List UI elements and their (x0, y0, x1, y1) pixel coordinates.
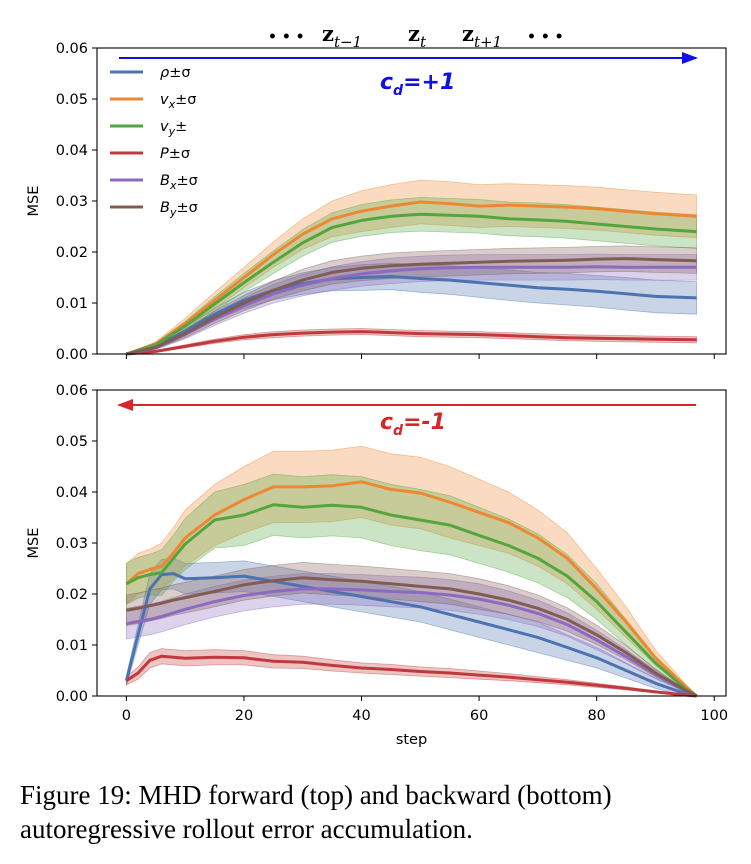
z-cur: zt (408, 21, 427, 51)
legend: ρ±σvx±σvy±P±σBx±σBy±σ (110, 65, 198, 219)
legend-suffix: ±σ (175, 92, 196, 108)
legend-entry-vy: vy± (160, 119, 187, 138)
z-prev: zt−1 (322, 21, 362, 51)
ytick-label: 0.01 (56, 296, 88, 312)
direction-label-sub: d (393, 83, 404, 99)
xtick-label: 20 (235, 708, 253, 724)
line-backward-Bx (126, 587, 698, 698)
legend-main: v (160, 119, 169, 135)
legend-entry-P: P±σ (160, 146, 190, 162)
legend-main: v (160, 92, 169, 108)
line-backward-rho (124, 572, 697, 698)
ytick-label: 0.02 (56, 245, 88, 261)
legend-sub: y (168, 125, 176, 138)
direction-arrow-head (117, 399, 133, 411)
ytick-label: 0.02 (56, 587, 88, 603)
line-forward-vx (125, 200, 697, 356)
line-backward-P (125, 654, 697, 698)
line-backward-By (126, 576, 698, 698)
legend-main: B (160, 200, 170, 216)
sequence-label: • • • zt−1 zt zt+1 • • • (268, 21, 564, 51)
legend-entry-Bx: Bx±σ (160, 173, 198, 192)
line-forward-rho (126, 275, 697, 356)
xtick-label: 80 (587, 708, 605, 724)
line-forward-Bx (126, 265, 697, 356)
ytick-label: 0.06 (56, 383, 88, 399)
direction-label-main: c (380, 410, 393, 435)
direction-label-forward: cd=+1 (380, 70, 455, 99)
legend-suffix: ±σ (176, 200, 197, 216)
ytick-label: 0.03 (56, 194, 88, 210)
ylabel-backward: MSE (26, 528, 42, 559)
legend-entry-vx: vx±σ (160, 92, 196, 111)
legend-sub: x (169, 179, 177, 192)
legend-suffix: ±σ (176, 173, 197, 189)
legend-main: ρ (160, 65, 170, 81)
ytick-label: 0.01 (56, 638, 88, 654)
dots-right: • • • (527, 29, 564, 45)
legend-sub: x (168, 98, 176, 111)
xlabel-backward: step (396, 732, 427, 748)
z-next-sub: t+1 (474, 33, 502, 51)
legend-entry-rho: ρ±σ (160, 65, 191, 81)
ytick-label: 0.00 (56, 347, 88, 363)
ytick-label: 0.03 (56, 536, 88, 552)
dots-left: • • • (268, 29, 305, 45)
figure-caption: Figure 19: MHD forward (top) and backwar… (20, 780, 612, 844)
z-prev-main: z (322, 21, 334, 46)
line-backward-vx (125, 480, 698, 698)
xtick-label: 60 (470, 708, 488, 724)
line-backward-vy (125, 503, 698, 698)
direction-label-backward: cd=-1 (380, 410, 446, 439)
z-next: zt+1 (462, 21, 502, 51)
direction-label-main: c (380, 70, 393, 95)
forward-panel: 0.000.010.020.030.040.050.06MSEcd=+1ρ±σv… (26, 41, 727, 363)
direction-arrow-head (682, 52, 698, 64)
legend-entry-By: By±σ (160, 200, 198, 219)
backward-panel: 0.00 0.01 0.02 0.03 0.04 0.05 0.06 0 20 40 60 80 100… (26, 383, 728, 748)
xtick-label: 40 (352, 708, 370, 724)
line-forward-vy (125, 212, 697, 356)
ytick-label: 0.04 (56, 485, 88, 501)
xtick-label: 100 (700, 708, 728, 724)
figure: • • • zt−1 zt zt+1 • • • 0.000.010.020.0… (26, 21, 728, 748)
z-next-main: z (462, 21, 474, 46)
z-prev-sub: t−1 (334, 33, 362, 51)
ylabel-forward: MSE (26, 186, 42, 217)
ytick-label: 0.00 (56, 689, 88, 705)
line-forward-P (126, 330, 697, 356)
legend-suffix: ±σ (169, 65, 190, 81)
legend-suffix: ± (175, 119, 187, 135)
legend-suffix: ±σ (169, 146, 190, 162)
ytick-label: 0.05 (56, 92, 88, 108)
ytick-label: 0.05 (56, 434, 88, 450)
ytick-label: 0.04 (56, 143, 88, 159)
legend-sub: y (169, 206, 177, 219)
legend-main: B (160, 173, 170, 189)
line-forward-By (126, 257, 697, 356)
xtick-label: 0 (122, 708, 131, 724)
z-cur-main: z (408, 21, 420, 46)
direction-label-value: =+1 (403, 70, 455, 95)
z-cur-sub: t (420, 33, 427, 51)
ytick-label: 0.06 (56, 41, 88, 57)
direction-label-value: =-1 (403, 410, 446, 435)
legend-main: P (160, 146, 169, 162)
direction-label-sub: d (393, 423, 404, 439)
